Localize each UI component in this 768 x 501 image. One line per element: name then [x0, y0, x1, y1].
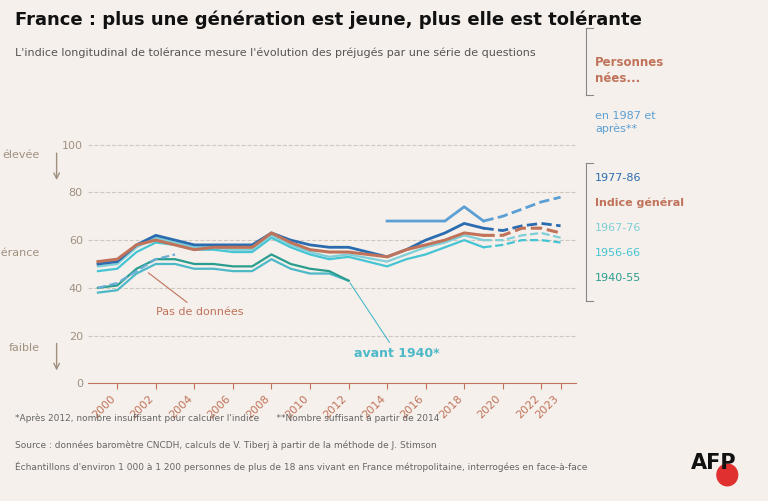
Text: Échantillons d'environ 1 000 à 1 200 personnes de plus de 18 ans vivant en Franc: Échantillons d'environ 1 000 à 1 200 per…: [15, 462, 588, 472]
Text: AFP: AFP: [691, 453, 737, 473]
Text: 1977-86: 1977-86: [595, 173, 642, 183]
Text: Tolérance: Tolérance: [0, 248, 40, 258]
Text: en 1987 et
après**: en 1987 et après**: [595, 111, 656, 134]
Text: Pas de données: Pas de données: [148, 273, 243, 317]
Circle shape: [717, 464, 737, 486]
Text: faible: faible: [8, 343, 40, 353]
Text: Source : données baromètre CNCDH, calculs de V. Tiberj à partir de la méthode de: Source : données baromètre CNCDH, calcul…: [15, 441, 437, 450]
Text: Personnes
nées...: Personnes nées...: [595, 56, 664, 85]
Text: Indice général: Indice général: [595, 198, 684, 208]
Text: 1967-76: 1967-76: [595, 223, 641, 233]
Text: *Après 2012, nombre insuffisant pour calculer l'indice      **Nombre suffisant à: *Après 2012, nombre insuffisant pour cal…: [15, 413, 440, 423]
Text: France : plus une génération est jeune, plus elle est tolérante: France : plus une génération est jeune, …: [15, 10, 642, 29]
Text: L'indice longitudinal de tolérance mesure l'évolution des préjugés par une série: L'indice longitudinal de tolérance mesur…: [15, 48, 536, 58]
Text: 1940-55: 1940-55: [595, 273, 641, 283]
Text: 1956-66: 1956-66: [595, 248, 641, 258]
Text: avant 1940*: avant 1940*: [350, 283, 440, 361]
Text: élevée: élevée: [2, 150, 40, 160]
